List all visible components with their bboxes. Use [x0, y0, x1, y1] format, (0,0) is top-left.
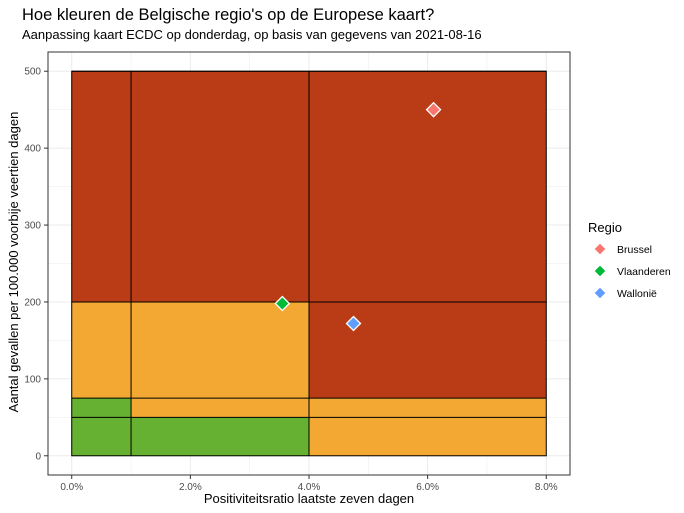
zone-rect	[131, 398, 309, 418]
x-tick-label: 4.0%	[298, 482, 321, 493]
data-point-brussel	[425, 101, 442, 118]
x-tick-label: 0.0%	[60, 482, 83, 493]
data-point-walloni-	[345, 315, 362, 332]
x-tick-label: 8.0%	[535, 482, 558, 493]
legend: Regio Brussel Vlaanderen Wallonië	[588, 220, 671, 300]
y-tick-label: 300	[24, 221, 41, 232]
x-tick-label: 2.0%	[179, 482, 202, 493]
zone-rect	[131, 417, 309, 456]
x-tick-label: 6.0%	[416, 482, 439, 493]
zone-boundary-lines	[71, 70, 547, 457]
y-tick-label: 100	[24, 374, 41, 385]
data-points	[274, 101, 442, 332]
chart-title: Hoe kleuren de Belgische regio's op de E…	[22, 6, 434, 24]
zone-frame	[71, 70, 547, 457]
legend-label: Brussel	[617, 244, 652, 256]
x-axis-title: Positiviteitsratio laatste zeven dagen	[204, 491, 414, 506]
zone-rect	[71, 398, 132, 456]
legend-label: Vlaanderen	[617, 266, 671, 278]
chart-subtitle: Aanpassing kaart ECDC op donderdag, op b…	[22, 27, 482, 42]
y-tick-label: 400	[24, 144, 41, 155]
data-point-vlaanderen	[274, 295, 291, 312]
legend-key	[593, 264, 607, 278]
legend-key	[593, 242, 607, 256]
zone-rect	[309, 398, 547, 456]
zone-rect	[71, 301, 310, 399]
y-axis-ticks: 0 100 200 300 400 500	[24, 67, 48, 462]
legend-title: Regio	[588, 220, 622, 235]
y-tick-label: 0	[35, 451, 41, 462]
y-axis-title: Aantal gevallen per 100.000 voorbije vee…	[6, 112, 21, 413]
y-tick-label: 500	[24, 67, 41, 78]
y-tick-label: 200	[24, 297, 41, 308]
legend-key	[593, 286, 607, 300]
legend-label: Wallonië	[617, 288, 657, 300]
x-axis-ticks: 0.0% 2.0% 4.0% 6.0% 8.0%	[60, 475, 558, 493]
zone-rect	[309, 301, 547, 399]
